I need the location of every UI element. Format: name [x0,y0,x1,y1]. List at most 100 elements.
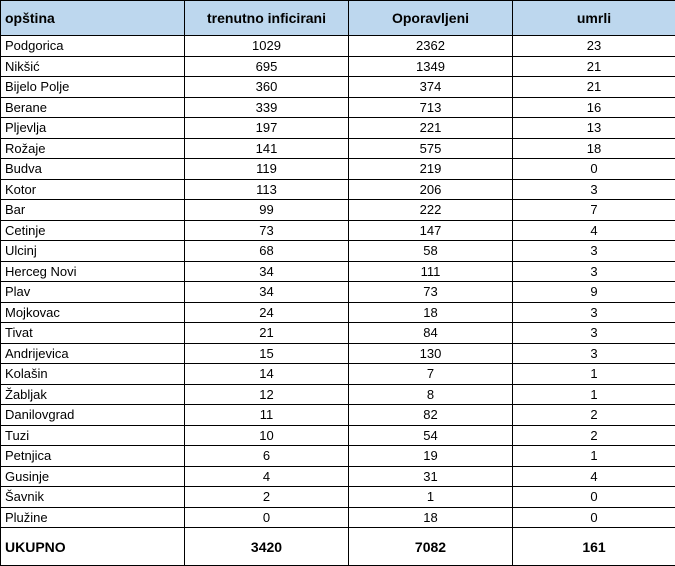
cell-opstina: Budva [1,159,185,180]
cell-opstina: Andrijevica [1,343,185,364]
header-row: opština trenutno inficirani Oporavljeni … [1,1,675,36]
cell-umrli: 21 [513,77,675,98]
cell-inficirani: 14 [185,364,349,385]
cell-umrli: 3 [513,343,675,364]
total-label: UKUPNO [1,528,185,566]
cell-oporavljeni: 84 [349,323,513,344]
cell-inficirani: 11 [185,405,349,426]
cell-inficirani: 10 [185,425,349,446]
cell-opstina: Kolašin [1,364,185,385]
cell-inficirani: 73 [185,220,349,241]
cell-umrli: 9 [513,282,675,303]
cell-opstina: Tivat [1,323,185,344]
cell-opstina: Šavnik [1,487,185,508]
cell-umrli: 0 [513,487,675,508]
cell-oporavljeni: 18 [349,302,513,323]
cell-inficirani: 0 [185,507,349,528]
cell-oporavljeni: 111 [349,261,513,282]
cell-umrli: 3 [513,302,675,323]
cell-inficirani: 34 [185,261,349,282]
cell-umrli: 13 [513,118,675,139]
cell-umrli: 1 [513,446,675,467]
cell-inficirani: 6 [185,446,349,467]
cell-opstina: Plav [1,282,185,303]
cell-opstina: Petnjica [1,446,185,467]
cell-oporavljeni: 713 [349,97,513,118]
cell-umrli: 3 [513,261,675,282]
cell-oporavljeni: 2362 [349,36,513,57]
cell-inficirani: 12 [185,384,349,405]
cell-inficirani: 21 [185,323,349,344]
cell-inficirani: 360 [185,77,349,98]
cell-umrli: 2 [513,405,675,426]
cell-inficirani: 15 [185,343,349,364]
cell-oporavljeni: 219 [349,159,513,180]
cell-inficirani: 695 [185,56,349,77]
cell-umrli: 2 [513,425,675,446]
cell-umrli: 4 [513,220,675,241]
total-oporavljeni: 7082 [349,528,513,566]
cell-umrli: 18 [513,138,675,159]
cell-inficirani: 99 [185,200,349,221]
table-header: opština trenutno inficirani Oporavljeni … [1,1,675,36]
cell-oporavljeni: 7 [349,364,513,385]
cell-umrli: 3 [513,323,675,344]
cell-opstina: Herceg Novi [1,261,185,282]
cell-opstina: Kotor [1,179,185,200]
cell-opstina: Danilovgrad [1,405,185,426]
cell-oporavljeni: 18 [349,507,513,528]
cell-opstina: Ulcinj [1,241,185,262]
cell-umrli: 7 [513,200,675,221]
cell-opstina: Rožaje [1,138,185,159]
column-header-inficirani: trenutno inficirani [185,1,349,36]
cell-opstina: Berane [1,97,185,118]
cell-oporavljeni: 8 [349,384,513,405]
cell-inficirani: 113 [185,179,349,200]
cell-oporavljeni: 73 [349,282,513,303]
cell-opstina: Podgorica [1,36,185,57]
cell-umrli: 21 [513,56,675,77]
cell-oporavljeni: 147 [349,220,513,241]
cell-umrli: 1 [513,364,675,385]
cell-opstina: Nikšić [1,56,185,77]
cell-inficirani: 1029 [185,36,349,57]
cell-umrli: 0 [513,507,675,528]
cell-oporavljeni: 130 [349,343,513,364]
cell-inficirani: 2 [185,487,349,508]
cell-oporavljeni: 54 [349,425,513,446]
cell-umrli: 4 [513,466,675,487]
cell-opstina: Tuzi [1,425,185,446]
cell-opstina: Pljevlja [1,118,185,139]
cell-umrli: 3 [513,241,675,262]
cell-opstina: Cetinje [1,220,185,241]
cell-inficirani: 34 [185,282,349,303]
cell-oporavljeni: 374 [349,77,513,98]
cell-opstina: Bijelo Polje [1,77,185,98]
cell-oporavljeni: 575 [349,138,513,159]
column-header-opstina: opština [1,1,185,36]
total-inficirani: 3420 [185,528,349,566]
cell-inficirani: 4 [185,466,349,487]
cell-umrli: 3 [513,179,675,200]
